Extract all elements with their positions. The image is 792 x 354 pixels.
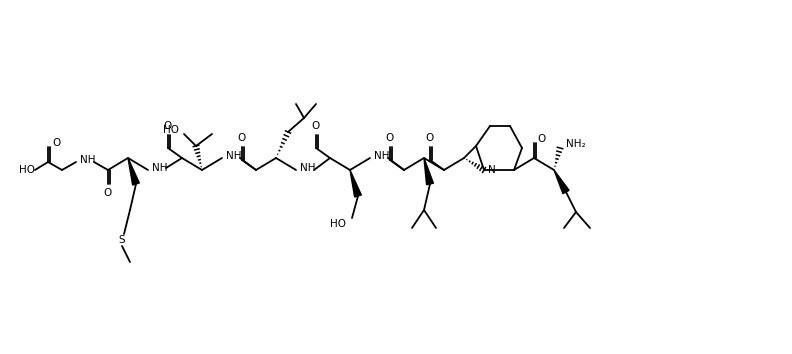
Text: NH: NH: [152, 163, 167, 173]
Text: HO: HO: [163, 125, 179, 135]
Text: O: O: [386, 133, 394, 143]
Polygon shape: [350, 170, 361, 197]
Text: NH: NH: [374, 151, 390, 161]
Text: O: O: [103, 188, 111, 198]
Polygon shape: [554, 170, 569, 194]
Text: O: O: [238, 133, 246, 143]
Text: NH₂: NH₂: [566, 139, 585, 149]
Text: NH: NH: [80, 155, 96, 165]
Text: O: O: [537, 134, 545, 144]
Polygon shape: [128, 158, 139, 185]
Text: HO: HO: [19, 165, 35, 175]
Text: HO: HO: [330, 219, 346, 229]
Polygon shape: [424, 158, 433, 185]
Text: N: N: [488, 165, 496, 175]
Text: O: O: [312, 121, 320, 131]
Text: O: O: [164, 121, 172, 131]
Text: O: O: [52, 138, 60, 148]
Text: S: S: [119, 235, 125, 245]
Text: O: O: [426, 133, 434, 143]
Text: NH: NH: [300, 163, 315, 173]
Text: NH: NH: [226, 151, 242, 161]
